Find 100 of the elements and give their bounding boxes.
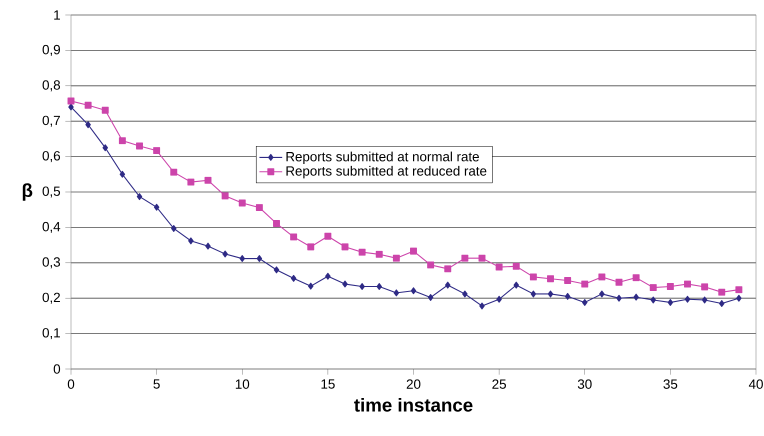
- point: [376, 250, 383, 258]
- y-axis-title: β: [22, 183, 32, 201]
- point: [512, 262, 520, 270]
- point: [461, 254, 468, 262]
- point: [136, 193, 142, 200]
- point: [547, 275, 554, 282]
- point: [290, 274, 296, 282]
- point: [205, 242, 211, 250]
- point: [84, 102, 92, 109]
- point: [238, 200, 246, 206]
- point: [548, 290, 554, 298]
- x-tick-label: 0: [68, 379, 74, 389]
- legend-label: Reports submitted at normal rate: [286, 152, 479, 164]
- point: [668, 298, 674, 306]
- point: [616, 294, 622, 302]
- point: [581, 280, 588, 288]
- x-tick-label: 30: [578, 379, 592, 389]
- point: [222, 250, 228, 258]
- point: [85, 121, 91, 128]
- point: [427, 261, 434, 268]
- point: [376, 283, 382, 290]
- point: [479, 302, 485, 310]
- point: [154, 204, 160, 211]
- point: [307, 243, 314, 250]
- y-tick-label: 0,4: [42, 222, 60, 233]
- point: [394, 289, 400, 296]
- point: [478, 254, 486, 262]
- point: [187, 178, 194, 186]
- x-tick-label: 10: [236, 379, 250, 389]
- point: [701, 283, 708, 290]
- x-tick-label: 35: [663, 379, 678, 389]
- point: [702, 296, 708, 304]
- y-tick-label: 0,3: [42, 257, 60, 268]
- y-tick-label: 0,5: [42, 186, 60, 198]
- point: [530, 273, 537, 280]
- point: [428, 294, 434, 301]
- point: [274, 266, 280, 274]
- point: [342, 243, 348, 250]
- point: [462, 290, 468, 298]
- point: [324, 232, 332, 240]
- x-tick-label: 5: [153, 379, 160, 389]
- point: [530, 290, 536, 298]
- point: [273, 220, 280, 227]
- point: [735, 286, 742, 294]
- point: [120, 170, 126, 178]
- point: [650, 296, 656, 304]
- point: [204, 176, 212, 184]
- y-tick-label: 0,7: [42, 116, 60, 127]
- point: [564, 277, 572, 284]
- point: [102, 106, 109, 114]
- point: [564, 292, 570, 300]
- point: [358, 248, 366, 256]
- x-axis-title: time instance: [354, 398, 472, 412]
- x-tick-label: 20: [406, 379, 420, 389]
- point: [359, 283, 365, 290]
- point: [170, 168, 178, 176]
- point: [68, 98, 74, 104]
- point: [308, 282, 314, 290]
- point: [650, 284, 657, 292]
- point: [514, 282, 519, 289]
- point: [718, 288, 726, 296]
- point: [342, 280, 348, 288]
- x-tick-label: 40: [748, 379, 763, 389]
- point: [582, 298, 588, 306]
- y-tick-label: 0,6: [42, 151, 60, 162]
- point: [599, 290, 605, 298]
- y-tick-label: 0: [54, 364, 60, 374]
- point: [684, 280, 691, 288]
- point: [392, 254, 400, 262]
- x-tick-label: 15: [321, 379, 335, 389]
- point: [666, 283, 674, 290]
- y-tick-label: 0,8: [42, 80, 60, 92]
- point: [410, 248, 417, 255]
- point: [240, 255, 245, 262]
- point: [684, 296, 690, 303]
- point: [736, 294, 742, 302]
- x-tick-label: 25: [492, 379, 506, 389]
- legend-label: Reports submitted at reduced rate: [286, 166, 486, 178]
- point: [633, 294, 639, 301]
- point: [171, 224, 176, 232]
- y-tick-label: 0,2: [42, 292, 60, 304]
- y-tick-label: 1: [54, 10, 60, 20]
- point: [256, 204, 263, 212]
- point: [598, 273, 606, 280]
- point: [222, 192, 229, 200]
- point: [153, 147, 160, 154]
- point: [496, 264, 503, 271]
- point: [102, 144, 108, 152]
- point: [290, 233, 298, 240]
- point: [632, 274, 640, 282]
- point: [325, 272, 331, 280]
- point: [445, 282, 450, 289]
- y-tick-label: 0,1: [42, 328, 60, 340]
- y-tick-label: 0,9: [42, 44, 60, 56]
- point: [256, 255, 262, 262]
- point: [444, 265, 452, 272]
- point: [136, 142, 143, 150]
- point: [496, 296, 502, 303]
- point: [68, 104, 74, 111]
- point: [719, 300, 724, 307]
